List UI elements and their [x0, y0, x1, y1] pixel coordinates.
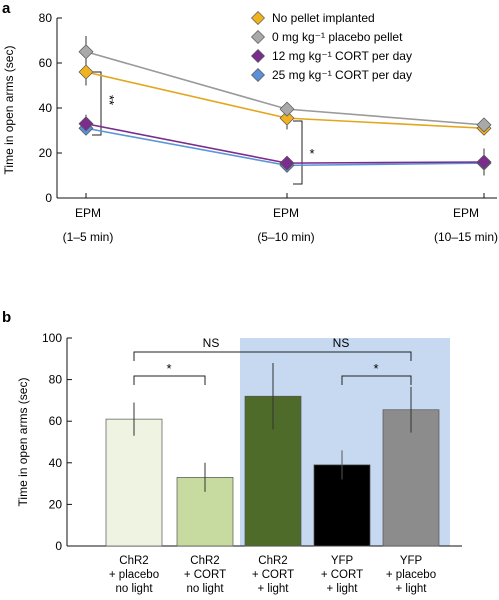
panel-a-y-tick-label: 80 [39, 11, 53, 25]
panel-a-y-tick-label: 20 [39, 146, 53, 160]
panel-letter-b: b [2, 309, 11, 326]
panel-a-x-tick-label: EPM [75, 206, 101, 220]
panel-b-x-tick-label: + CORT [252, 569, 294, 581]
panel-b-bar [105, 418, 163, 547]
panel-a-x-tick-labels: EPM (1–5 min) EPM (5–10 min) EPM (10–15 min) [63, 206, 498, 244]
panel-b-x-tick-label: + placebo [109, 569, 159, 581]
panel-a-legend-marker [251, 68, 265, 82]
panel-a-data-point [78, 44, 94, 60]
panel-letter-a: a [2, 0, 11, 17]
panel-a-legend: No pellet implanted 0 mg kg⁻¹ placebo pel… [251, 11, 412, 82]
panel-a-data-point [476, 117, 492, 133]
panel-a-x-tick-label: EPM [453, 206, 479, 220]
panel-b-significance-brackets: NS NS * * [133, 336, 412, 385]
panel-b-error-bars [133, 362, 412, 492]
panel-b: b 0 20 40 60 80 100 Time in open arms (sec) N… [2, 309, 462, 595]
panel-b-significance-label-1: NS [203, 336, 220, 350]
panel-a-y-tick-label: 60 [39, 56, 53, 70]
panel-b-x-tick-label: + CORT [321, 569, 363, 581]
panel-b-y-tick-label: 80 [49, 373, 63, 387]
panel-b-x-tick-label: ChR2 [258, 555, 287, 567]
panel-b-x-tick-label: YFP [331, 555, 354, 567]
panel-a-legend-marker [251, 30, 265, 44]
panel-a-y-axis-label: Time in open arms (sec) [2, 46, 16, 175]
panel-b-x-tick-label: + light [326, 583, 358, 595]
panel-a-data-point [279, 155, 295, 171]
panel-b-significance-label-3: * [166, 361, 171, 376]
panel-a-legend-marker [251, 49, 265, 63]
panel-b-x-tick-label: YFP [400, 555, 423, 567]
panel-b-x-tick-label: + placebo [386, 569, 436, 581]
panel-b-bracket-2 [133, 375, 206, 385]
panel-a-data-point [279, 110, 295, 126]
panel-b-bracket-3 [341, 375, 412, 385]
panel-b-x-tick-label: no light [186, 583, 224, 595]
panel-b-y-tick-label: 60 [49, 414, 63, 428]
panel-a-legend-label: 0 mg kg⁻¹ placebo pellet [272, 30, 403, 44]
panel-a-significance-label-1: ** [102, 95, 117, 105]
panel-a-axes: 0 20 40 60 80 [39, 11, 497, 205]
panel-b-y-tick-label: 40 [49, 456, 63, 470]
panel-a-legend-label: 12 mg kg⁻¹ CORT per day [272, 49, 412, 63]
panel-b-x-tick-label: + CORT [184, 569, 226, 581]
panel-a-x-tick-label: (5–10 min) [257, 230, 314, 244]
panel-b-y-axis-label: Time in open arms (sec) [16, 378, 30, 507]
panel-a-data-point [476, 154, 492, 170]
panel-b-y-tick-label: 100 [42, 331, 62, 345]
panel-b-x-tick-label: + light [257, 583, 289, 595]
panel-b-x-tick-label: no light [115, 583, 153, 595]
panel-b-y-tick-label: 20 [49, 497, 63, 511]
panel-b-significance-label-2: NS [333, 336, 350, 350]
panel-b-x-tick-label: + light [395, 583, 427, 595]
panel-b-bracket-1 [133, 351, 412, 361]
panel-b-x-tick-label: ChR2 [190, 555, 219, 567]
panel-b-x-tick-label: ChR2 [119, 555, 148, 567]
panel-a-bracket-2 [293, 120, 303, 185]
panel-a-x-tick-label: (1–5 min) [63, 230, 114, 244]
panel-a-x-tick-label: EPM [273, 206, 299, 220]
panel-b-significance-label-4: * [373, 361, 378, 376]
panel-a-series-line [85, 122, 485, 164]
panel-a-x-tick-label: (10–15 min) [434, 230, 498, 244]
panel-a-data-point [78, 116, 94, 132]
panel-a-legend-label: No pellet implanted [272, 11, 375, 25]
panel-a-data-point [78, 64, 94, 80]
panel-a-y-tick-label: 40 [39, 101, 53, 115]
panel-b-y-tick-label: 0 [55, 539, 62, 553]
panel-a-significance-label-2: * [309, 146, 314, 161]
panel-a-data-points [78, 44, 492, 173]
panel-a-legend-label: 25 mg kg⁻¹ CORT per day [272, 68, 412, 82]
panel-a-bracket-1 [92, 71, 102, 136]
panel-a-legend-marker [251, 11, 265, 25]
panel-a-y-tick-label: 0 [45, 191, 52, 205]
panel-b-x-tick-labels: ChR2 + placebo no light ChR2 + CORT no light C… [109, 555, 436, 595]
panel-a-significance-brackets: *** [92, 71, 315, 185]
panel-a-data-point [279, 101, 295, 117]
